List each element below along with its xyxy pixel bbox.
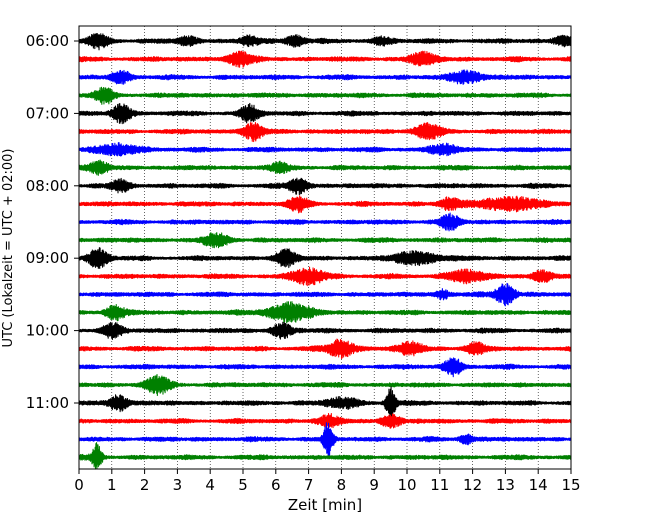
x-tick-label: 10 (397, 476, 416, 494)
x-tick-label: 4 (205, 476, 215, 494)
trace-line (78, 177, 572, 196)
trace-line (78, 301, 572, 324)
trace-line (78, 32, 572, 51)
trace-line (78, 142, 572, 157)
x-tick-label: 11 (430, 476, 449, 494)
trace-line (78, 121, 572, 143)
y-axis-label: UTC (Lokalzeit = UTC + 02:00) (1, 149, 16, 348)
x-tick-label: 1 (107, 476, 117, 494)
x-tick-label: 14 (529, 476, 548, 494)
x-tick-label: 7 (304, 476, 314, 494)
trace-line (78, 86, 572, 105)
trace-line (78, 50, 572, 68)
trace-line (78, 422, 572, 458)
x-tick-label: 9 (369, 476, 379, 494)
x-tick-label: 0 (74, 476, 84, 494)
trace-line (78, 386, 572, 420)
trace-line (78, 159, 572, 176)
trace-line (78, 282, 572, 307)
trace-line (78, 442, 572, 470)
y-tick-label: 07:00 (26, 104, 69, 122)
trace-line (78, 102, 572, 125)
trace-line (78, 266, 572, 287)
trace-line (78, 338, 572, 360)
x-axis-ticks: 0 1 2 3 4 5 6 7 8 9 10 11 12 13 14 15 (74, 469, 581, 494)
trace-line (78, 69, 572, 85)
y-tick-label: 11:00 (26, 394, 69, 412)
x-tick-label: 13 (496, 476, 515, 494)
y-tick-label: 10:00 (26, 322, 69, 340)
trace-line (78, 232, 572, 249)
y-tick-label: 08:00 (26, 177, 69, 195)
vertical-grid (111, 26, 539, 469)
y-tick-label: 09:00 (26, 249, 69, 267)
trace-line (78, 195, 572, 214)
x-tick-label: 8 (337, 476, 347, 494)
trace-line (78, 247, 572, 269)
x-tick-label: 12 (463, 476, 482, 494)
trace-line (78, 321, 572, 341)
x-tick-label: 5 (238, 476, 248, 494)
trace-line (78, 357, 572, 378)
trace-line (78, 412, 572, 429)
y-tick-label: 06:00 (26, 32, 69, 50)
x-tick-label: 6 (271, 476, 281, 494)
y-axis-ticks: 06:00 07:00 08:00 09:00 10:00 11:00 (26, 32, 79, 412)
trace-line (78, 212, 572, 232)
x-tick-label: 3 (173, 476, 183, 494)
x-tick-label: 15 (561, 476, 580, 494)
x-tick-label: 2 (140, 476, 150, 494)
trace-series-group (78, 32, 572, 470)
plot-frame (78, 25, 572, 470)
trace-line (78, 374, 572, 397)
x-axis-label: Zeit [min] (288, 496, 362, 514)
